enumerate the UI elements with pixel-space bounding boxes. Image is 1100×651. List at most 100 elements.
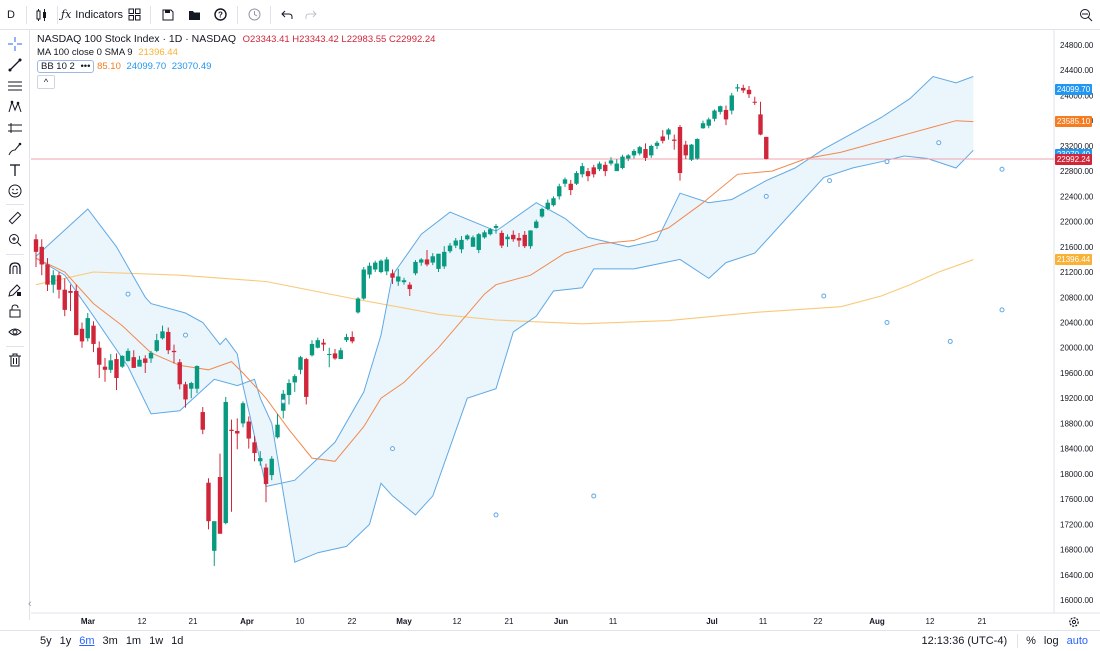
candle-body: [407, 284, 412, 290]
more-icon[interactable]: •••: [80, 61, 91, 72]
bollinger-upper-line: [35, 75, 974, 488]
band-marker: [936, 140, 942, 146]
clock[interactable]: 12:13:36 (UTC-4): [921, 635, 1008, 647]
price-tick-label: 19200.00: [1060, 394, 1094, 403]
bb-legend[interactable]: BB 10 2 ••• 85.10 24099.70 23070.49: [37, 60, 211, 73]
emoji-tool[interactable]: [5, 181, 25, 201]
candle-body: [505, 236, 510, 240]
magnet-tool[interactable]: [5, 259, 25, 279]
range-6m[interactable]: 6m: [79, 635, 95, 647]
legend-collapse-button[interactable]: ^: [37, 75, 55, 89]
symbol-legend[interactable]: NASDAQ 100 Stock Index · 1D · NASDAQ O23…: [37, 33, 435, 45]
range-3m[interactable]: 3m: [102, 635, 118, 647]
chart-type-button[interactable]: [31, 0, 53, 30]
zoom-tool[interactable]: [5, 230, 25, 250]
svg-text:?: ?: [218, 11, 223, 20]
range-1w[interactable]: 1w: [149, 635, 164, 647]
scroll-left-button[interactable]: ‹: [28, 596, 36, 612]
tool-divider: [6, 204, 24, 205]
pencil-lock-icon: [8, 284, 21, 297]
candle-body: [430, 256, 435, 263]
basis-price-label: 23585.10: [1055, 116, 1092, 128]
candle-body: [246, 421, 251, 439]
pattern-tool[interactable]: [5, 97, 25, 117]
candle-body: [304, 359, 309, 397]
candle-body: [269, 458, 274, 476]
candle-body: [482, 232, 487, 238]
candle-body: [608, 160, 614, 164]
settings-button[interactable]: [1072, 0, 1100, 30]
redo-button[interactable]: [299, 0, 323, 30]
bb-legend-label-box[interactable]: BB 10 2 •••: [37, 60, 95, 73]
range-1d[interactable]: 1d: [171, 635, 184, 647]
toolbar-divider: [26, 5, 27, 24]
keep-drawing-tool[interactable]: [5, 280, 25, 300]
candle-body: [298, 357, 303, 370]
indicators-label: Indicators: [75, 8, 123, 21]
candle-body: [235, 430, 240, 434]
ma-legend[interactable]: MA 100 close 0 SMA 9 21396.44: [37, 47, 178, 58]
candle-body: [499, 232, 504, 246]
auto-toggle[interactable]: auto: [1066, 635, 1088, 647]
scale-settings-button[interactable]: [1068, 615, 1082, 629]
range-5y[interactable]: 5y: [40, 635, 52, 647]
last-price-label: 22992.24: [1055, 153, 1092, 165]
candle-body: [723, 109, 729, 120]
lock-tool[interactable]: [5, 301, 25, 321]
candle-body: [39, 246, 44, 265]
candle-body: [252, 442, 257, 454]
candle-body: [217, 477, 223, 534]
undo-button[interactable]: [275, 0, 299, 30]
price-tick-label: 22000.00: [1060, 218, 1094, 227]
band-marker: [591, 493, 597, 499]
hide-tool[interactable]: [5, 322, 25, 342]
text-icon: [10, 164, 20, 176]
help-button[interactable]: ?: [207, 0, 233, 30]
trendline-tool[interactable]: [5, 55, 25, 75]
candle-body: [183, 384, 188, 400]
remove-tool[interactable]: [5, 350, 25, 370]
band-marker: [763, 193, 769, 199]
history-button[interactable]: [242, 0, 266, 30]
candle-body: [585, 171, 591, 177]
price-tick-label: 19600.00: [1060, 369, 1094, 378]
upper-band-price-label: 24099.70: [1055, 83, 1092, 95]
save-button[interactable]: [155, 0, 181, 30]
open-button[interactable]: [181, 0, 207, 30]
ruler-tool[interactable]: [5, 208, 25, 228]
candle-body: [378, 260, 384, 273]
candle-body: [223, 401, 228, 524]
range-1y[interactable]: 1y: [59, 635, 72, 647]
bb-upper-value: 24099.70: [126, 61, 167, 72]
time-scale-labels: Mar 12 21 Apr 10 22 May 12 21 Jun 11 Jul 11 22 Aug 12 21: [81, 617, 987, 626]
trendline-icon: [8, 58, 22, 72]
candle-body: [206, 482, 211, 522]
candle-body: [436, 253, 441, 269]
indicators-button[interactable]: ƒx Indicators: [61, 0, 123, 30]
forecast-tool[interactable]: [5, 118, 25, 138]
interval-label: D: [7, 8, 15, 21]
price-tick-label: 24400.00: [1060, 66, 1094, 75]
time-tick-label: 12: [138, 617, 147, 626]
candle-body: [746, 89, 752, 95]
percent-toggle[interactable]: %: [1026, 635, 1036, 647]
text-tool[interactable]: [5, 160, 25, 180]
candle-body: [401, 280, 407, 283]
interval-button[interactable]: D: [0, 0, 22, 30]
time-tick-label: 21: [978, 617, 987, 626]
candle-body: [373, 262, 378, 270]
templates-icon: [128, 8, 140, 21]
range-selector: 5y 1y 6m 3m 1m 1w 1d: [32, 635, 183, 647]
price-tick-label: 22800.00: [1060, 167, 1094, 176]
log-toggle[interactable]: log: [1043, 635, 1059, 647]
candle-body: [718, 106, 723, 112]
crosshair-tool[interactable]: [5, 34, 25, 54]
fib-tool[interactable]: [5, 76, 25, 96]
range-1m[interactable]: 1m: [125, 635, 142, 647]
candle-body: [166, 331, 171, 351]
candle-body: [91, 325, 96, 344]
brush-tool[interactable]: [5, 139, 25, 159]
templates-button[interactable]: [122, 0, 146, 30]
band-marker: [390, 446, 395, 452]
